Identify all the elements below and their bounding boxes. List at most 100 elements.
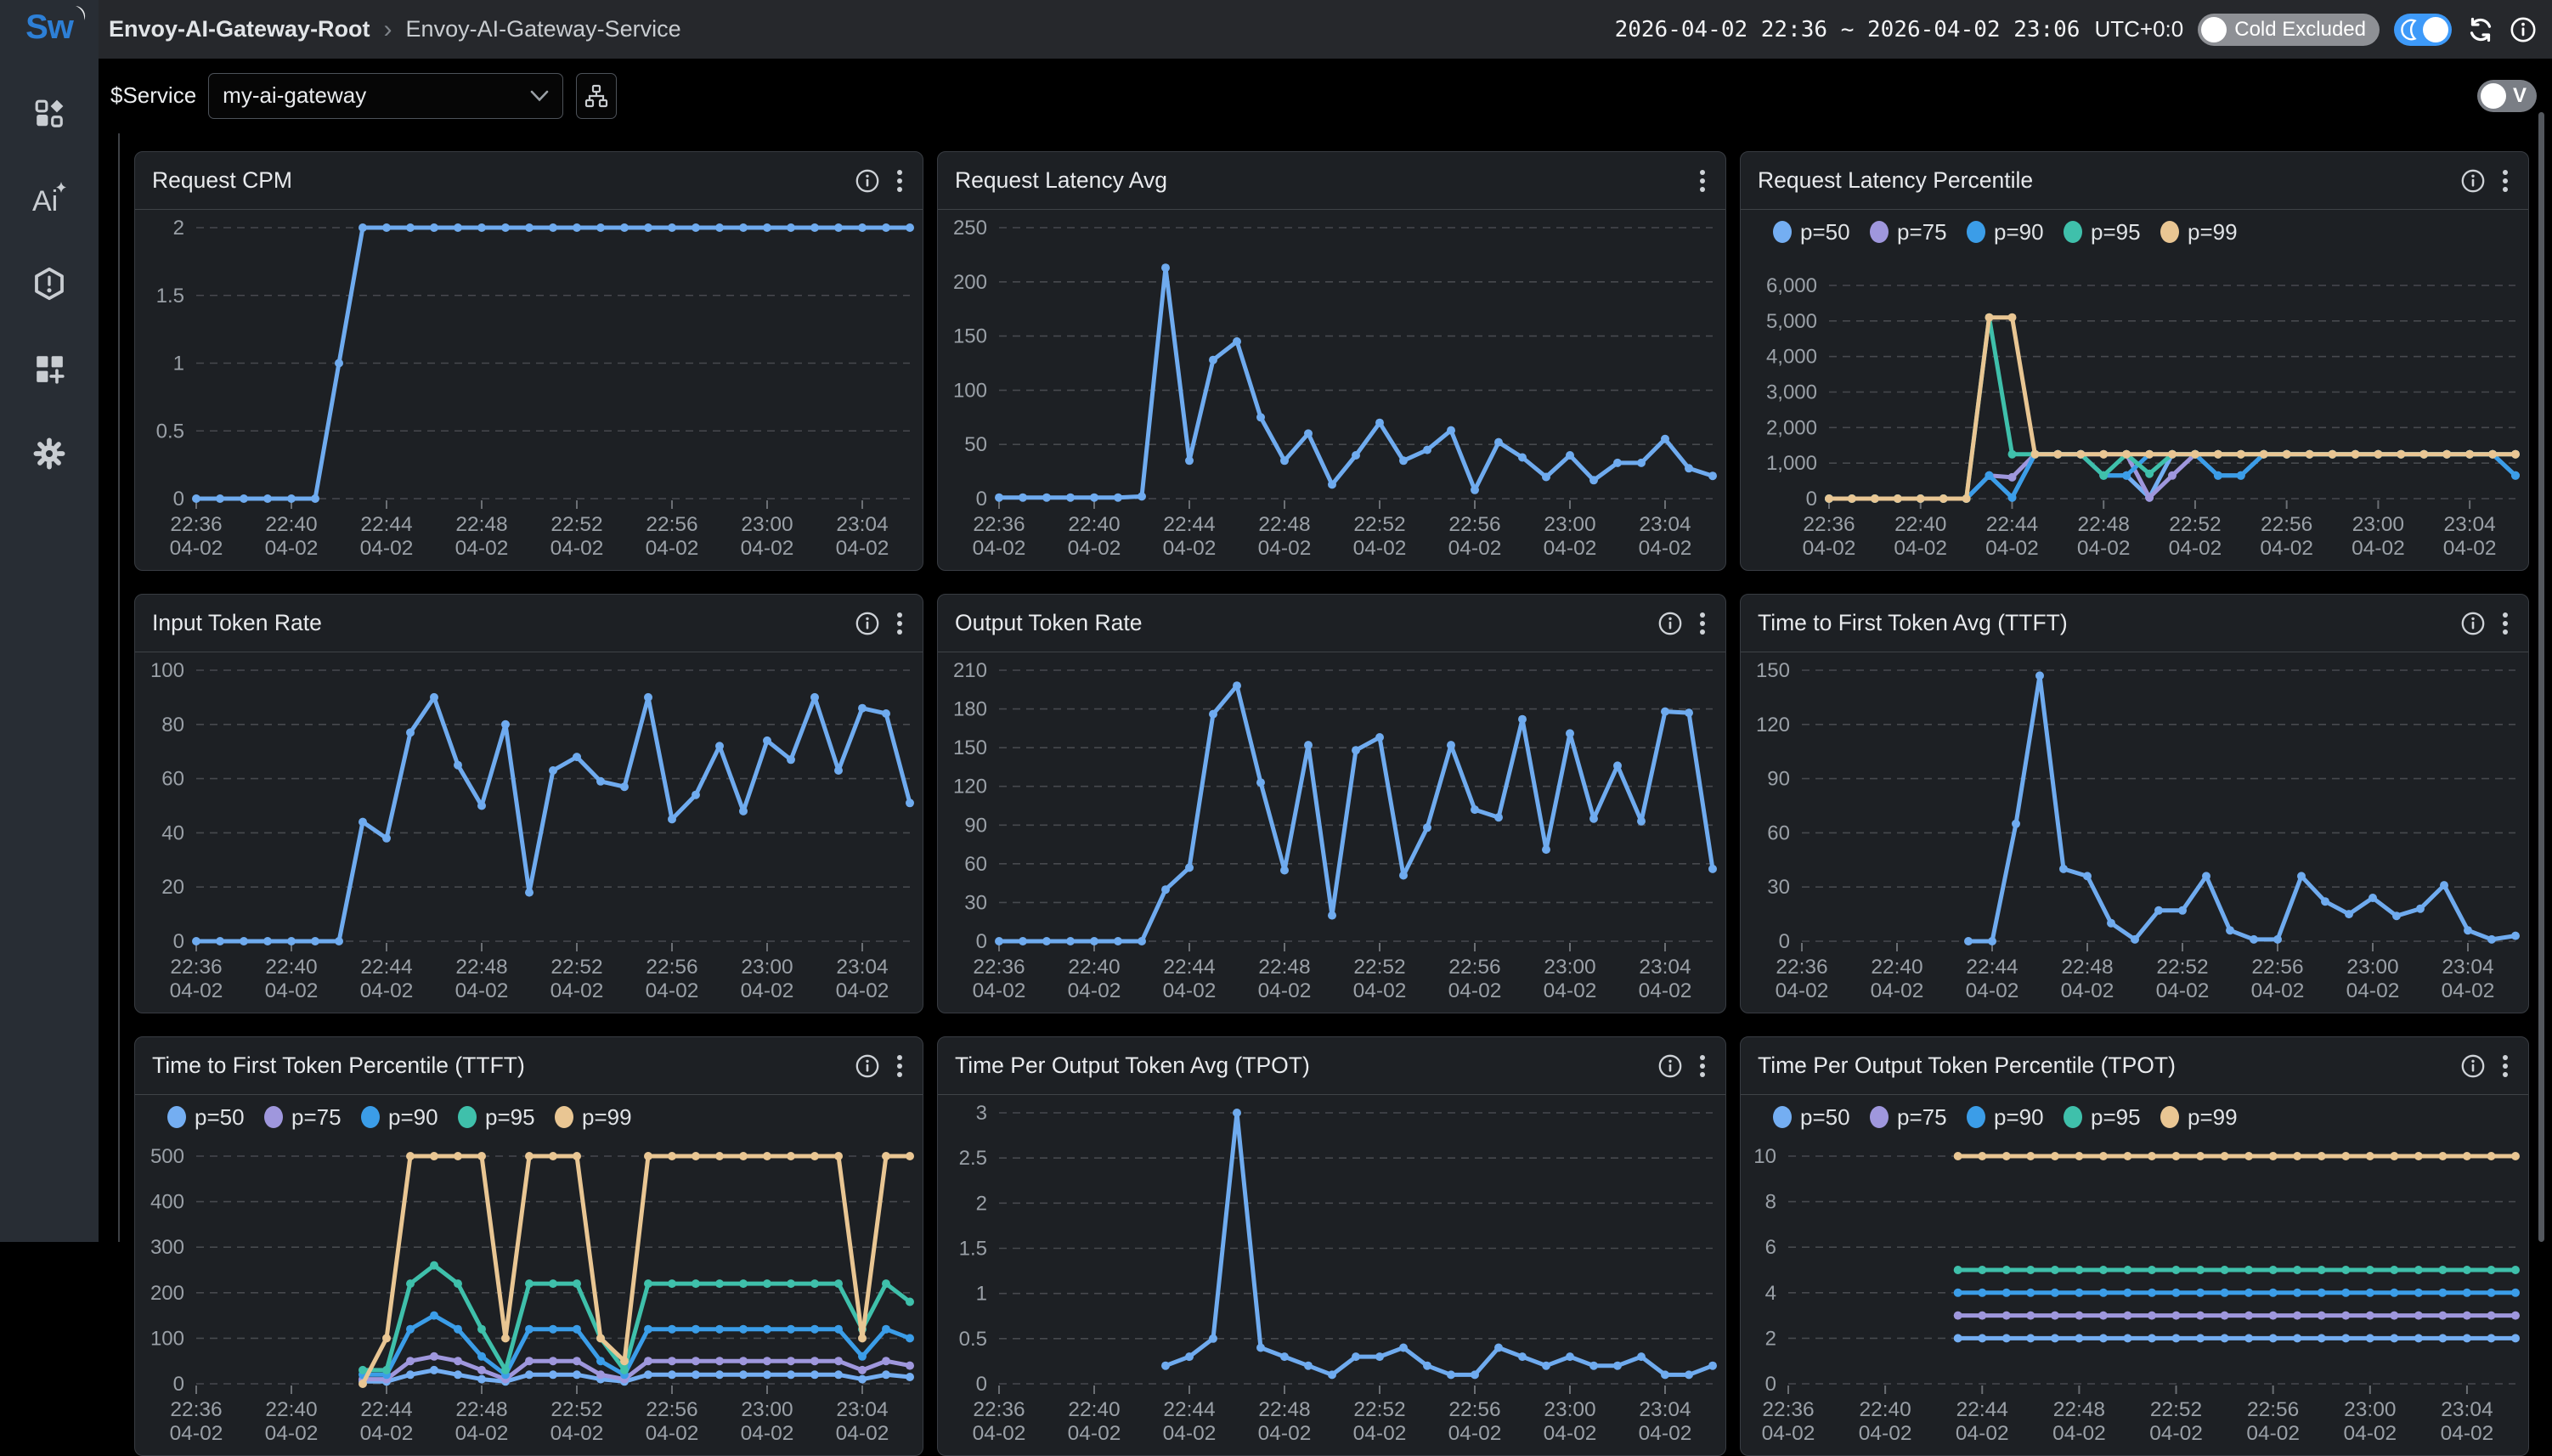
data-point — [525, 223, 534, 232]
x-axis-label-date: 04-02 — [1258, 537, 1312, 560]
info-icon[interactable] — [855, 611, 880, 636]
legend-label[interactable]: p=99 — [582, 1104, 632, 1130]
vertical-scrollbar[interactable] — [2538, 112, 2544, 1242]
data-point — [2345, 910, 2353, 919]
kebab-menu-icon[interactable] — [1697, 610, 1708, 637]
x-axis-label-time: 23:00 — [741, 1398, 793, 1421]
chart-canvas[interactable]: 210180150120906030022:3604-0222:4004-022… — [938, 652, 1725, 1012]
data-point — [382, 223, 391, 232]
kebab-menu-icon[interactable] — [2499, 1052, 2511, 1080]
topology-button[interactable] — [576, 72, 618, 119]
legend-swatch[interactable] — [458, 1106, 477, 1128]
refresh-button[interactable] — [2466, 15, 2495, 44]
data-point — [549, 1152, 557, 1160]
info-icon[interactable] — [1657, 1053, 1683, 1079]
y-axis-label: 20 — [161, 876, 184, 899]
dark-mode-toggle[interactable] — [2394, 13, 2452, 46]
legend-label[interactable]: p=75 — [291, 1104, 342, 1130]
sidebar-item-new-dashboard[interactable] — [25, 350, 73, 387]
chart-canvas[interactable]: 150120906030022:3604-0222:4004-0222:4404… — [1741, 652, 2527, 1012]
kebab-menu-icon[interactable] — [894, 610, 906, 637]
skywalking-logo[interactable]: Sw — [11, 6, 88, 53]
sidebar-item-marketplace[interactable] — [25, 95, 73, 133]
info-icon[interactable] — [1657, 611, 1683, 636]
kebab-menu-icon[interactable] — [1697, 167, 1708, 195]
chart-canvas[interactable]: p=50 p=75 p=90 p=95 p=99 6,000 5,000 4,000 3,000… — [1741, 210, 2527, 569]
y-axis-label: 0 — [173, 488, 184, 511]
sidebar-item-settings[interactable] — [25, 435, 73, 472]
data-point — [2293, 1334, 2302, 1343]
data-point — [1613, 761, 1622, 770]
x-axis-label-date: 04-02 — [2156, 979, 2210, 1002]
info-icon[interactable] — [855, 1053, 880, 1079]
legend-swatch[interactable] — [2160, 221, 2179, 243]
chart-canvas[interactable]: 25020015010050022:3604-0222:4004-0222:44… — [938, 210, 1725, 569]
data-point — [2438, 1152, 2448, 1160]
legend-swatch[interactable] — [1870, 1106, 1889, 1128]
breadcrumb-root[interactable]: Envoy-AI-Gateway-Root — [109, 16, 370, 42]
data-point — [692, 223, 700, 232]
chart-canvas[interactable]: 21.510.5022:3604-0222:4004-0222:4404-022… — [135, 210, 922, 569]
legend-label[interactable]: p=95 — [2091, 219, 2141, 245]
kebab-menu-icon[interactable] — [1697, 1052, 1708, 1080]
chart-card-icons — [2460, 167, 2511, 195]
x-axis-label-time: 22:36 — [1776, 956, 1827, 979]
legend-label[interactable]: p=50 — [1800, 1104, 1850, 1130]
version-toggle[interactable]: V — [2477, 79, 2537, 112]
legend-label[interactable]: p=95 — [485, 1104, 535, 1130]
kebab-menu-icon[interactable] — [2499, 167, 2511, 195]
refresh-icon — [2470, 17, 2492, 42]
breadcrumb-current[interactable]: Envoy-AI-Gateway-Service — [405, 16, 681, 42]
data-point — [2351, 449, 2360, 459]
legend-swatch[interactable] — [1967, 1106, 1985, 1128]
data-point — [549, 223, 557, 232]
legend-label[interactable]: p=90 — [1994, 1104, 2044, 1130]
legend-label[interactable]: p=99 — [2188, 1104, 2238, 1130]
info-icon[interactable] — [2460, 611, 2486, 636]
legend-swatch[interactable] — [264, 1106, 283, 1128]
service-select[interactable]: my-ai-gateway — [208, 72, 564, 119]
legend-label[interactable]: p=95 — [2091, 1104, 2141, 1130]
legend-swatch[interactable] — [2064, 221, 2082, 243]
chart-canvas[interactable]: p=50 p=75 p=90 p=95 p=99 500 400 300 200 100 022:3… — [135, 1095, 922, 1454]
legend-swatch[interactable] — [167, 1106, 186, 1128]
kebab-menu-icon[interactable] — [2499, 610, 2511, 637]
legend-label[interactable]: p=50 — [1800, 219, 1850, 245]
info-button[interactable] — [2510, 16, 2537, 43]
legend-swatch[interactable] — [361, 1106, 380, 1128]
sidebar-item-ai-pipeline[interactable]: Ai — [25, 180, 73, 217]
chart-canvas[interactable]: 10080604020022:3604-0222:4004-0222:4404-… — [135, 652, 922, 1012]
sidebar-item-alerting[interactable] — [25, 265, 73, 302]
chart-canvas[interactable]: 32.521.510.5022:3604-0222:4004-0222:4404… — [938, 1095, 1725, 1454]
legend-label[interactable]: p=50 — [195, 1104, 245, 1130]
cold-excluded-toggle[interactable]: Cold Excluded — [2198, 13, 2380, 46]
data-point — [596, 223, 605, 232]
legend-swatch[interactable] — [1967, 221, 1985, 243]
legend-swatch[interactable] — [2064, 1106, 2082, 1128]
legend-label[interactable]: p=90 — [388, 1104, 438, 1130]
info-icon[interactable] — [2460, 1053, 2486, 1079]
kebab-menu-icon[interactable] — [894, 1052, 906, 1080]
legend-swatch[interactable] — [1870, 221, 1889, 243]
info-icon[interactable] — [855, 168, 880, 194]
x-axis-label-time: 22:40 — [265, 513, 317, 536]
chart-title: Request Latency Avg — [955, 167, 1167, 193]
y-axis-label: 2,000 — [1766, 416, 1817, 439]
legend-label[interactable]: p=99 — [2188, 219, 2238, 245]
legend-label[interactable]: p=90 — [1994, 219, 2044, 245]
legend-swatch[interactable] — [1773, 221, 1792, 243]
legend-label[interactable]: p=75 — [1897, 1104, 1947, 1130]
chart-canvas[interactable]: p=50 p=75 p=90 p=95 p=99108642022:3604-0222:… — [1741, 1095, 2527, 1454]
legend-swatch[interactable] — [555, 1106, 573, 1128]
legend-swatch[interactable] — [1773, 1106, 1792, 1128]
data-point — [2213, 471, 2222, 480]
chart-card-icons — [1657, 1052, 1708, 1080]
info-icon[interactable] — [2460, 168, 2486, 194]
cold-excluded-label: Cold Excluded — [2234, 17, 2366, 41]
legend-swatch[interactable] — [2160, 1106, 2179, 1128]
legend-label[interactable]: p=75 — [1897, 219, 1947, 245]
kebab-menu-icon[interactable] — [894, 167, 906, 195]
data-point — [2098, 1334, 2108, 1343]
time-range-picker[interactable]: 2026-04-02 22:36 ~ 2026-04-02 23:06 — [1614, 16, 2081, 42]
x-axis-label-date: 04-02 — [1353, 537, 1407, 560]
